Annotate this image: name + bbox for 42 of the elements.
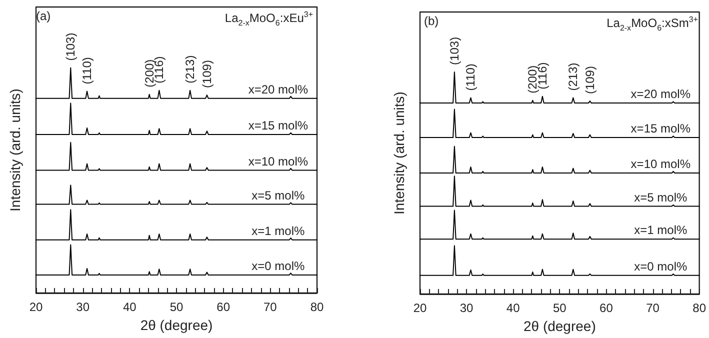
x-tick-label: 80	[310, 300, 324, 314]
x-tick-label: 70	[263, 300, 278, 314]
x-tick-label: 50	[170, 300, 184, 314]
annotation: (110)	[464, 64, 478, 91]
annotation: (103)	[447, 36, 462, 65]
series-label: x=10 mol%	[630, 156, 691, 171]
x-tick-label: 40	[506, 301, 520, 315]
annotation: (110)	[80, 57, 94, 84]
x-tick-label: 30	[460, 301, 474, 315]
x-tick-label: 30	[76, 300, 90, 314]
x-axis-title: 2θ (degree)	[140, 317, 213, 333]
annotation: (213)	[566, 62, 580, 91]
x-tick-label: 20	[29, 300, 43, 314]
series-label: x=15 mol%	[630, 121, 691, 136]
y-axis-title: Intensity (ard. units)	[7, 88, 23, 212]
text: (a)	[36, 9, 51, 23]
series-label: x=0 mol%	[252, 258, 306, 273]
series-label: x=5 mol%	[634, 190, 688, 204]
series-label: x=0 mol%	[634, 259, 688, 274]
x-tick-label: 70	[646, 301, 660, 315]
x-axis-title: 2θ (degree)	[523, 318, 596, 334]
x-tick-label: 60	[216, 300, 230, 314]
x-tick-label: 50	[552, 301, 567, 315]
annotation: (109)	[200, 60, 214, 88]
chart-title: La$_{2-x}$MoO$_{6}$:xEu$^{3+}$	[224, 10, 313, 28]
series-label: x=10 mol%	[248, 154, 308, 168]
series-label: x=1 mol%	[634, 223, 688, 238]
text: (b)	[424, 14, 439, 28]
series-label: x=20 mol%	[248, 82, 308, 96]
annotation: (109)	[582, 66, 597, 94]
series-label: x=1 mol%	[252, 224, 306, 238]
series-label: x=15 mol%	[248, 118, 308, 132]
series-label: x=5 mol%	[252, 188, 306, 202]
x-tick-label: 80	[692, 301, 706, 315]
x-tick-label: 40	[122, 300, 137, 314]
y-axis-title: Intensity (ard. units)	[391, 92, 407, 214]
x-tick-label: 20	[413, 301, 427, 315]
chart-title: La$_{2-x}$MoO$_{6}$:xSm$^{3+}$	[606, 15, 698, 32]
x-tick-label: 60	[600, 301, 614, 315]
annotation: (103)	[64, 32, 78, 61]
annotation: (213)	[183, 55, 198, 84]
series-label: x=20 mol%	[630, 87, 691, 102]
